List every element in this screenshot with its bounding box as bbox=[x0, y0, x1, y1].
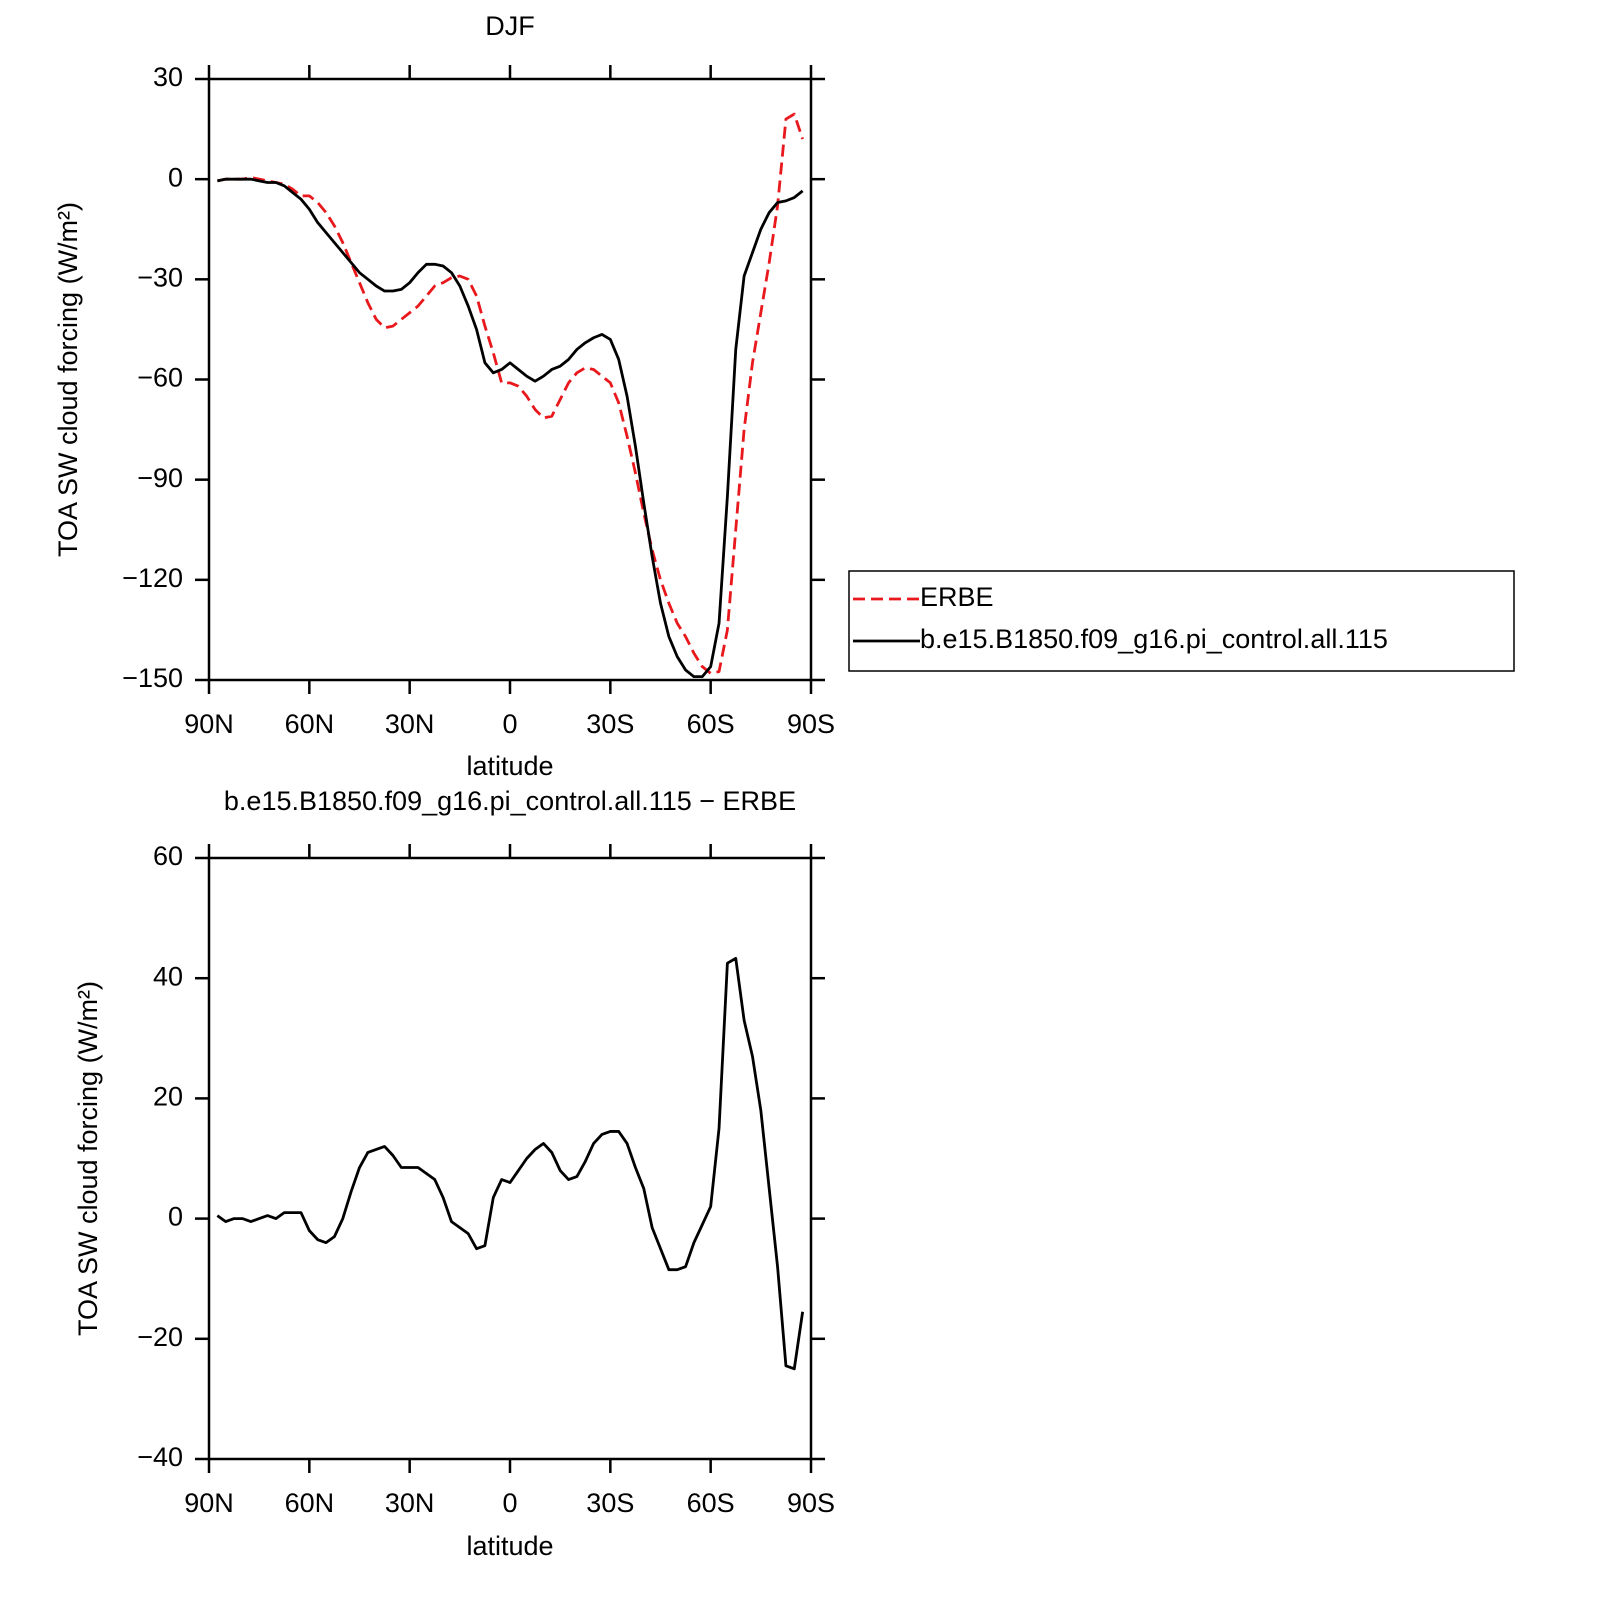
y-tick-label: −150 bbox=[122, 663, 183, 693]
panel: b.e15.B1850.f09_g16.pi_control.all.115 −… bbox=[73, 786, 835, 1561]
x-axis-label: latitude bbox=[466, 751, 553, 781]
y-tick-label: −120 bbox=[122, 563, 183, 593]
plot-frame bbox=[207, 856, 813, 1461]
x-tick-label: 30S bbox=[586, 709, 634, 739]
chart-title: b.e15.B1850.f09_g16.pi_control.all.115 −… bbox=[224, 786, 796, 816]
data-line bbox=[216, 956, 805, 1371]
plot-frame bbox=[207, 77, 813, 682]
x-tick-label: 60N bbox=[285, 1488, 335, 1518]
x-tick-label: 30N bbox=[385, 1488, 435, 1518]
data-line bbox=[217, 112, 804, 675]
x-tick-label: 60S bbox=[687, 1488, 735, 1518]
y-tick-label: −90 bbox=[137, 463, 183, 493]
y-tick-label: 30 bbox=[153, 62, 183, 92]
x-tick-label: 0 bbox=[502, 709, 517, 739]
y-tick-label: 0 bbox=[168, 162, 183, 192]
y-tick-label: −40 bbox=[137, 1442, 183, 1472]
y-tick-label: 40 bbox=[153, 961, 183, 991]
panel: DJF latitude TOA SW cloud forcing (W/m²) −1… bbox=[53, 11, 835, 781]
y-tick-label: 20 bbox=[153, 1082, 183, 1112]
x-tick-label: 90N bbox=[184, 1488, 234, 1518]
data-line bbox=[217, 177, 804, 679]
x-tick-label: 60S bbox=[687, 709, 735, 739]
y-axis-label: TOA SW cloud forcing (W/m²) bbox=[53, 202, 83, 557]
y-tick-label: 60 bbox=[153, 841, 183, 871]
x-tick-label: 60N bbox=[285, 709, 335, 739]
legend: ERBE b.e15.B1850.f09_g16.pi_control.all.1… bbox=[848, 570, 1515, 672]
legend-label: ERBE bbox=[920, 582, 994, 612]
legend-label: b.e15.B1850.f09_g16.pi_control.all.115 bbox=[920, 624, 1388, 654]
y-tick-label: −20 bbox=[137, 1322, 183, 1352]
y-tick-label: −30 bbox=[137, 262, 183, 292]
x-axis-label: latitude bbox=[466, 1531, 553, 1561]
x-tick-label: 90S bbox=[787, 709, 835, 739]
x-tick-label: 30N bbox=[385, 709, 435, 739]
x-tick-label: 90S bbox=[787, 1488, 835, 1518]
x-tick-label: 30S bbox=[586, 1488, 634, 1518]
y-tick-label: 0 bbox=[168, 1202, 183, 1232]
x-tick-label: 90N bbox=[184, 709, 234, 739]
y-axis-label: TOA SW cloud forcing (W/m²) bbox=[73, 981, 103, 1336]
chart-title: DJF bbox=[485, 11, 535, 41]
x-tick-label: 0 bbox=[502, 1488, 517, 1518]
legend-box bbox=[848, 570, 1515, 672]
y-tick-label: −60 bbox=[137, 363, 183, 393]
